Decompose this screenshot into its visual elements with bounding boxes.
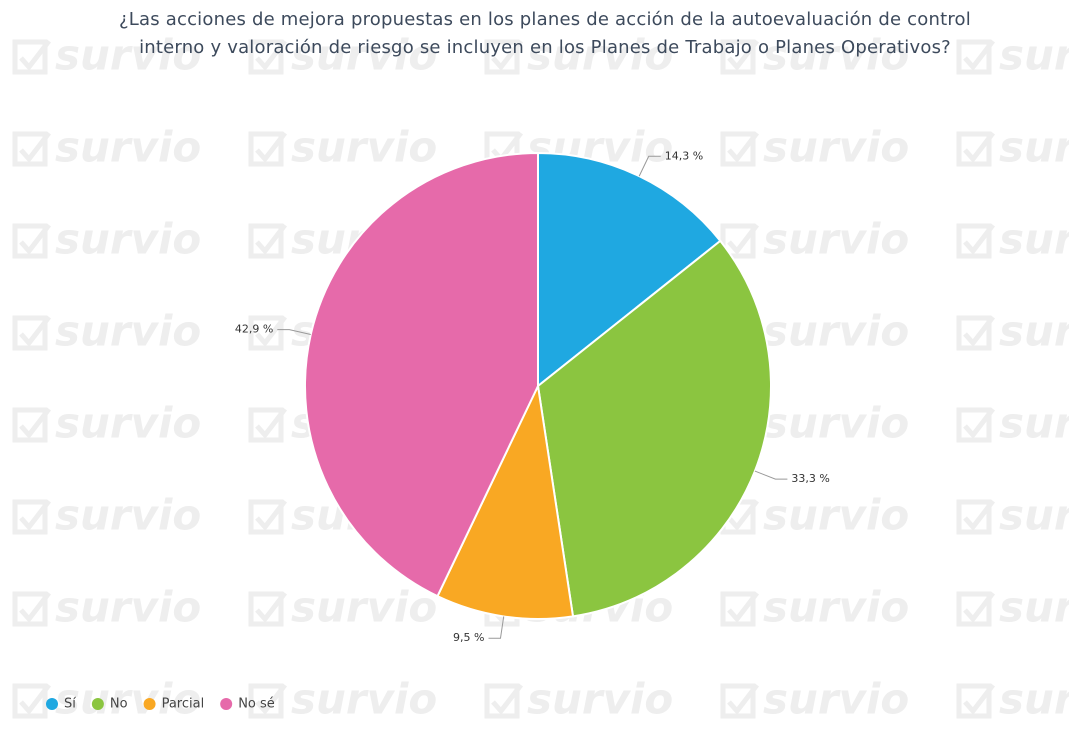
leader-line bbox=[277, 329, 311, 335]
legend-marker bbox=[91, 698, 104, 710]
watermark: survio bbox=[763, 675, 909, 724]
watermark: survio bbox=[763, 307, 909, 356]
pie-slice bbox=[536, 239, 772, 618]
watermark: survio bbox=[55, 491, 201, 540]
data-label: 14,3 % bbox=[665, 149, 703, 162]
watermark: survio bbox=[999, 307, 1069, 356]
watermark-check bbox=[12, 591, 51, 627]
data-label: 9,5 % bbox=[453, 631, 484, 644]
watermark: survio bbox=[527, 31, 673, 80]
watermark-check bbox=[12, 499, 51, 535]
watermark-check bbox=[956, 407, 995, 443]
watermark: survio bbox=[291, 583, 437, 632]
watermark: survio bbox=[55, 675, 201, 724]
watermark: survio bbox=[55, 307, 201, 356]
leader-line bbox=[754, 470, 788, 480]
watermark: survio bbox=[291, 675, 437, 724]
watermark-check bbox=[248, 591, 287, 627]
watermark: survio bbox=[763, 215, 909, 264]
watermark-check bbox=[12, 39, 51, 75]
leader-line bbox=[488, 616, 505, 639]
watermark: survio bbox=[763, 123, 909, 172]
watermark-check bbox=[248, 39, 287, 75]
watermark-check bbox=[248, 407, 287, 443]
legend-label: No sé bbox=[238, 697, 275, 712]
watermark: survio bbox=[999, 675, 1069, 724]
watermark: survio bbox=[999, 215, 1069, 264]
watermark-check bbox=[956, 499, 995, 535]
watermark: survio bbox=[763, 583, 909, 632]
watermark-check bbox=[12, 683, 51, 719]
watermark: survio bbox=[763, 491, 909, 540]
watermark-check bbox=[720, 683, 759, 719]
legend-label: No bbox=[110, 697, 128, 712]
watermark-check bbox=[956, 683, 995, 719]
pie-slice bbox=[304, 151, 539, 598]
watermark-check bbox=[248, 315, 287, 351]
watermark-check bbox=[720, 39, 759, 75]
watermark-check bbox=[956, 131, 995, 167]
watermark-check bbox=[956, 223, 995, 259]
watermark-check bbox=[484, 39, 523, 75]
watermark: survio bbox=[55, 123, 201, 172]
chart-title: ¿Las acciones de mejora propuestas en lo… bbox=[119, 9, 971, 58]
watermark: survio bbox=[999, 399, 1069, 448]
watermark: survio bbox=[55, 583, 201, 632]
legend-label: Parcial bbox=[162, 697, 205, 712]
watermark: survio bbox=[291, 31, 437, 80]
watermark-check bbox=[484, 683, 523, 719]
watermark-check bbox=[956, 591, 995, 627]
watermark-check bbox=[720, 591, 759, 627]
watermark-check bbox=[12, 223, 51, 259]
legend-marker bbox=[220, 698, 233, 710]
leader-line bbox=[638, 155, 661, 177]
watermark-check bbox=[248, 683, 287, 719]
watermark: survio bbox=[763, 399, 909, 448]
watermark: survio bbox=[999, 491, 1069, 540]
legend-label: Sí bbox=[64, 697, 76, 712]
watermark: survio bbox=[55, 215, 201, 264]
pie-slice bbox=[436, 382, 575, 620]
watermark: survio bbox=[55, 399, 201, 448]
watermark-check bbox=[720, 131, 759, 167]
data-label: 33,3 % bbox=[791, 472, 829, 485]
watermark-check bbox=[956, 39, 995, 75]
watermark: survio bbox=[291, 123, 437, 172]
watermark: survio bbox=[999, 31, 1069, 80]
watermark: survio bbox=[763, 31, 909, 80]
watermark: survio bbox=[999, 583, 1069, 632]
watermark-check bbox=[956, 315, 995, 351]
watermark: survio bbox=[55, 31, 201, 80]
watermark-check bbox=[248, 223, 287, 259]
watermark-check bbox=[12, 131, 51, 167]
watermark-check bbox=[248, 131, 287, 167]
watermark-check bbox=[12, 315, 51, 351]
watermark: survio bbox=[999, 123, 1069, 172]
legend-marker bbox=[143, 698, 156, 710]
data-label: 42,9 % bbox=[235, 323, 273, 336]
watermark-check bbox=[12, 407, 51, 443]
legend-marker bbox=[46, 698, 58, 710]
watermark-check bbox=[248, 499, 287, 535]
watermark: survio bbox=[527, 675, 673, 724]
pie-slice bbox=[537, 151, 722, 389]
